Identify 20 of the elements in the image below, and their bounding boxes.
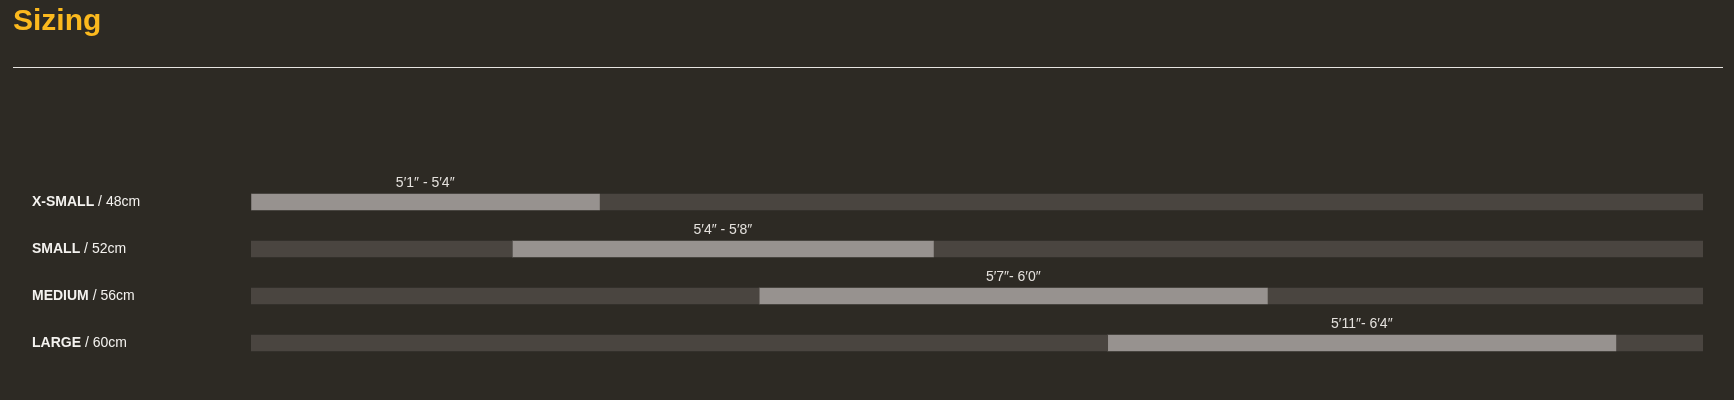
- y-tick-label: LARGE / 60cm: [32, 333, 127, 350]
- bar: [251, 334, 1109, 352]
- annotation: 5′4″ - 5′8″: [693, 220, 753, 237]
- y-tick-label: MEDIUM / 56cm: [32, 286, 135, 303]
- bar: [1107, 334, 1617, 352]
- annotation: 5′1″ - 5′4″: [395, 173, 455, 190]
- bar: [1615, 334, 1703, 352]
- chart-title: Sizing: [13, 3, 102, 37]
- bar: [251, 287, 760, 305]
- y-tick-label: X-SMALL / 48cm: [32, 192, 141, 209]
- annotation: 5′11″- 6′4″: [1330, 314, 1393, 331]
- y-tick-label: SMALL / 52cm: [32, 239, 127, 256]
- bar: [251, 193, 600, 211]
- bar: [599, 193, 1703, 211]
- bar: [933, 240, 1703, 258]
- bar: [512, 240, 934, 258]
- bar: [1267, 287, 1703, 305]
- bar: [758, 287, 1268, 305]
- annotation: 5′7″- 6′0″: [985, 267, 1041, 284]
- bar: [251, 240, 513, 258]
